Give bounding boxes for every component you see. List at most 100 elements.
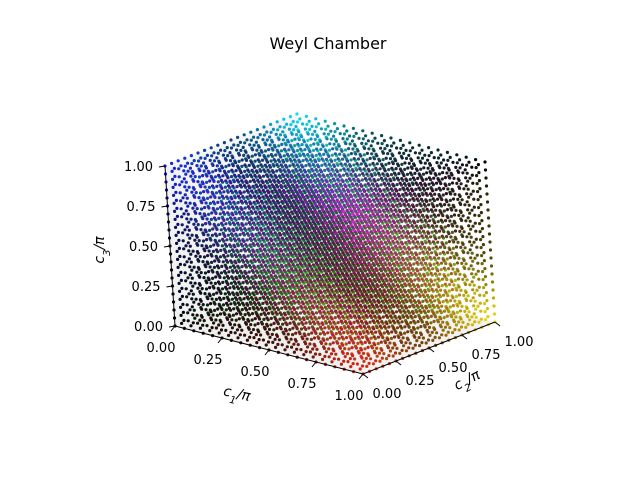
data-point bbox=[425, 199, 429, 203]
data-point bbox=[466, 179, 470, 183]
data-point bbox=[267, 178, 271, 182]
data-point bbox=[421, 293, 425, 297]
data-point bbox=[466, 216, 470, 220]
data-point bbox=[439, 210, 443, 214]
data-point bbox=[267, 284, 271, 288]
data-point bbox=[362, 189, 366, 193]
data-point bbox=[339, 262, 343, 266]
data-point bbox=[227, 206, 231, 210]
data-point bbox=[369, 336, 373, 340]
data-point bbox=[266, 268, 270, 272]
data-point bbox=[332, 164, 336, 168]
data-point bbox=[429, 151, 433, 155]
data-point bbox=[197, 302, 201, 306]
data-point bbox=[433, 229, 437, 233]
data-point bbox=[263, 263, 268, 267]
data-point bbox=[410, 166, 414, 170]
data-point bbox=[310, 247, 315, 251]
data-point bbox=[228, 222, 232, 226]
data-point bbox=[387, 325, 391, 329]
data-point bbox=[361, 208, 365, 212]
data-point bbox=[324, 321, 328, 325]
data-point bbox=[403, 331, 407, 335]
data-point bbox=[261, 301, 265, 305]
data-point bbox=[440, 277, 445, 281]
data-point bbox=[370, 182, 375, 186]
data-point bbox=[233, 216, 237, 220]
data-point bbox=[357, 179, 361, 183]
data-point bbox=[285, 152, 289, 156]
data-point bbox=[177, 246, 181, 250]
data-point bbox=[244, 150, 248, 154]
data-point bbox=[232, 307, 236, 311]
data-point bbox=[451, 224, 455, 228]
data-point bbox=[440, 177, 444, 181]
data-point bbox=[188, 244, 192, 248]
data-point bbox=[480, 219, 484, 223]
data-point bbox=[232, 229, 236, 233]
data-point bbox=[237, 174, 241, 178]
data-point bbox=[219, 328, 224, 332]
data-point bbox=[418, 251, 422, 255]
data-point bbox=[170, 161, 174, 165]
data-point bbox=[416, 256, 420, 260]
data-point bbox=[404, 199, 408, 203]
data-point bbox=[296, 306, 300, 310]
data-point bbox=[271, 205, 275, 209]
data-point bbox=[281, 216, 285, 220]
data-point bbox=[397, 229, 401, 233]
data-point bbox=[232, 180, 236, 184]
data-point bbox=[432, 262, 436, 266]
data-point bbox=[420, 277, 424, 281]
data-point bbox=[412, 221, 416, 225]
data-point bbox=[440, 304, 444, 308]
data-point bbox=[289, 194, 293, 198]
data-point bbox=[292, 215, 297, 219]
data-point bbox=[216, 243, 220, 247]
data-point bbox=[339, 219, 343, 223]
data-point bbox=[202, 169, 206, 173]
data-point bbox=[378, 189, 382, 193]
data-point bbox=[285, 237, 289, 241]
data-point bbox=[296, 179, 300, 183]
data-point bbox=[393, 271, 397, 275]
data-point bbox=[210, 326, 214, 330]
data-point bbox=[185, 295, 189, 299]
data-point bbox=[264, 193, 268, 197]
data-point bbox=[363, 177, 367, 181]
data-point bbox=[479, 309, 483, 313]
data-point bbox=[402, 209, 406, 213]
data-point bbox=[414, 294, 418, 298]
data-point bbox=[269, 173, 273, 177]
data-point bbox=[429, 263, 433, 267]
data-point bbox=[293, 258, 297, 262]
data-point bbox=[414, 224, 418, 228]
data-point bbox=[220, 166, 224, 170]
data-point bbox=[283, 205, 287, 209]
data-point bbox=[417, 272, 421, 276]
data-point bbox=[438, 252, 442, 256]
data-point bbox=[199, 291, 203, 295]
data-point bbox=[408, 149, 412, 153]
data-point bbox=[276, 128, 280, 132]
data-point bbox=[198, 212, 202, 216]
data-point bbox=[478, 187, 482, 191]
data-point bbox=[380, 213, 384, 217]
data-point bbox=[259, 163, 263, 167]
data-point bbox=[376, 342, 380, 346]
data-point bbox=[176, 159, 180, 163]
data-point bbox=[195, 227, 199, 231]
data-point bbox=[171, 177, 175, 181]
data-point bbox=[441, 171, 445, 175]
data-point bbox=[425, 322, 430, 326]
data-point bbox=[177, 273, 181, 277]
data-point bbox=[212, 292, 216, 296]
data-point bbox=[358, 203, 362, 207]
data-point bbox=[343, 283, 347, 287]
data-point bbox=[173, 174, 177, 178]
data-point bbox=[241, 281, 245, 285]
data-point bbox=[184, 287, 188, 291]
data-point bbox=[342, 310, 346, 314]
data-point bbox=[465, 298, 469, 302]
data-point bbox=[407, 161, 411, 165]
